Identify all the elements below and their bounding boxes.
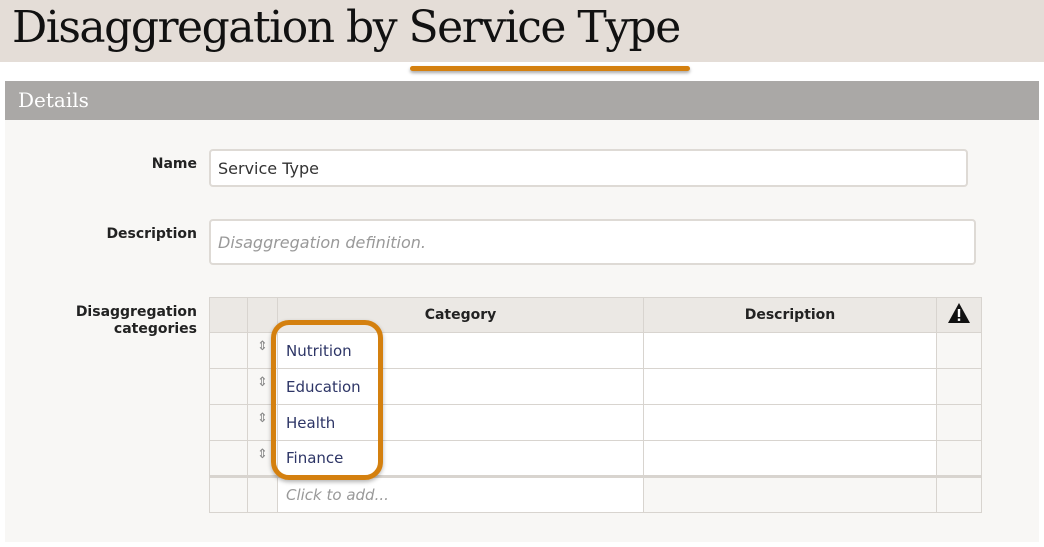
row-select[interactable] <box>209 332 248 369</box>
description-placeholder: Disaggregation definition. <box>218 232 426 252</box>
categories-label-line2: categories <box>113 321 197 337</box>
title-bar: Disaggregation by Service Type <box>0 0 1044 62</box>
category-cell[interactable]: Nutrition <box>277 332 644 369</box>
description-input[interactable]: Disaggregation definition. <box>209 219 976 265</box>
description-cell[interactable] <box>643 332 937 369</box>
description-cell[interactable] <box>643 440 937 477</box>
table-row[interactable]: ⇕ Education <box>209 368 982 405</box>
warning-cell <box>936 440 982 477</box>
row-select[interactable] <box>209 440 248 477</box>
add-category-input[interactable]: Click to add... <box>277 475 644 513</box>
details-header: Details <box>5 81 1039 120</box>
description-cell[interactable] <box>643 404 937 441</box>
warning-cell <box>936 368 982 405</box>
description-label: Description <box>106 226 197 242</box>
categories-label: Disaggregation categories <box>76 304 197 338</box>
highlight-underline <box>410 66 690 71</box>
header-category[interactable]: Category <box>277 297 644 333</box>
category-cell[interactable]: Education <box>277 368 644 405</box>
categories-table: Category Description ⇕ Nutrition ⇕ Educati… <box>209 297 982 513</box>
header-description[interactable]: Description <box>643 297 937 333</box>
header-select <box>209 297 248 333</box>
warning-cell <box>936 404 982 441</box>
add-row-drag <box>247 475 278 513</box>
add-row[interactable]: Click to add... <box>209 475 982 513</box>
add-row-select <box>209 475 248 513</box>
details-title: Details <box>18 88 89 112</box>
row-select[interactable] <box>209 404 248 441</box>
add-placeholder: Click to add... <box>286 486 389 504</box>
row-select[interactable] <box>209 368 248 405</box>
page-title: Disaggregation by Service Type <box>12 2 681 53</box>
table-row[interactable]: ⇕ Nutrition <box>209 332 982 369</box>
table-header: Category Description <box>209 297 982 333</box>
highlight-box <box>271 320 383 480</box>
description-cell[interactable] <box>643 368 937 405</box>
table-row[interactable]: ⇕ Finance <box>209 440 982 477</box>
warning-icon <box>948 303 970 323</box>
name-input[interactable]: Service Type <box>209 149 968 187</box>
warning-cell <box>936 332 982 369</box>
add-description-cell[interactable] <box>643 475 937 513</box>
add-warning-cell <box>936 475 982 513</box>
name-label: Name <box>151 156 197 172</box>
category-cell[interactable]: Finance <box>277 440 644 477</box>
categories-label-line1: Disaggregation <box>75 304 197 320</box>
header-warning <box>936 297 982 333</box>
